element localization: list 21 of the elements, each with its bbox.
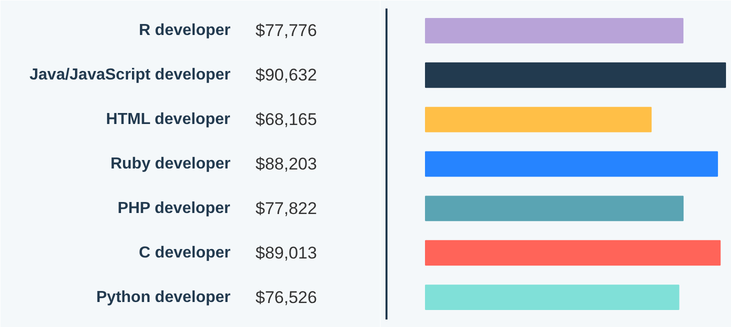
y-tick-label: PHP developer	[118, 200, 230, 217]
data-label: $90,632	[256, 66, 317, 85]
bar	[425, 18, 684, 44]
y-tick-label: Ruby developer	[110, 156, 230, 172]
bar	[425, 196, 684, 222]
data-label: $88,203	[256, 154, 317, 174]
data-label: $76,526	[256, 288, 317, 307]
data-label: $77,822	[256, 198, 317, 218]
y-tick-label: C developer	[138, 244, 231, 262]
y-tick-label: HTML developer	[106, 111, 230, 128]
y-tick-label: Java/JavaScript developer	[29, 66, 231, 84]
bar	[425, 62, 726, 88]
data-label: $77,776	[256, 21, 317, 40]
bar	[425, 240, 721, 266]
data-label: $68,165	[256, 110, 317, 130]
bar	[425, 151, 718, 177]
data-label: $89,013	[256, 243, 317, 262]
y-tick-label: Python developer	[96, 288, 230, 306]
bar	[425, 106, 652, 132]
bar	[425, 284, 680, 310]
y-tick-label: R developer	[138, 22, 231, 40]
